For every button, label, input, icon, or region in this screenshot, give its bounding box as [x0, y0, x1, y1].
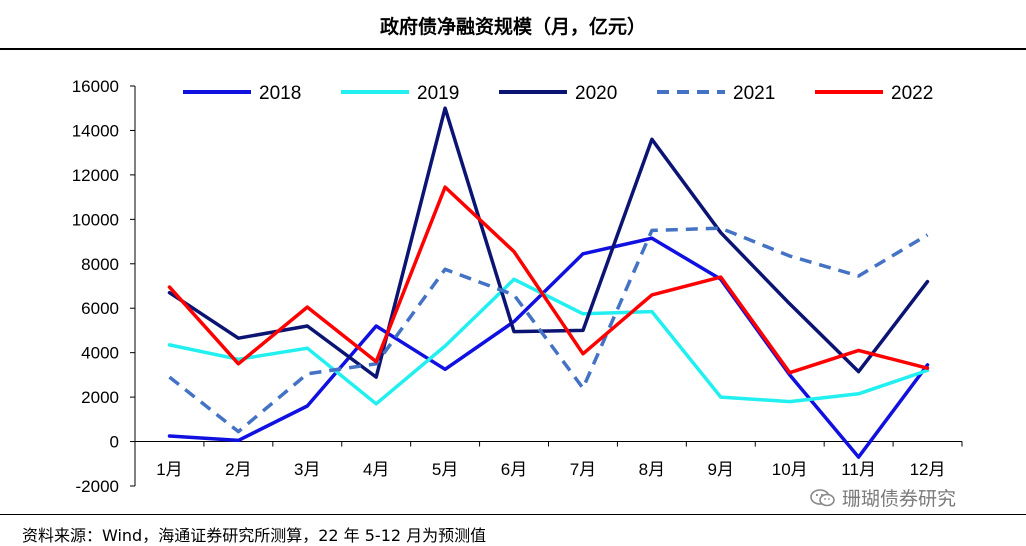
chart-legend: 2018 2019 2020 2021 2022	[183, 83, 933, 104]
series-line-2022	[167, 185, 930, 375]
title-divider	[0, 48, 1026, 50]
series-line-2020	[167, 106, 930, 379]
chart-series	[167, 106, 930, 459]
footer-divider	[0, 514, 1026, 515]
legend-label-2019: 2019	[417, 83, 459, 104]
watermark: 珊瑚债券研究	[810, 484, 956, 511]
y-tick-label: 6000	[81, 299, 119, 318]
chart-axes: -2000 0 2000 4000 6000 8000 10000 12000 14000 160…	[72, 77, 963, 496]
series-line-2018	[167, 236, 930, 459]
x-tick-label: 4月	[363, 460, 389, 479]
x-tick-label: 7月	[570, 460, 596, 479]
series-line-2021	[168, 226, 929, 434]
y-tick-label: -2000	[76, 477, 119, 496]
y-tick-label: 0	[110, 433, 119, 452]
y-tick-label: 10000	[72, 210, 119, 229]
y-tick-label: 2000	[81, 388, 119, 407]
x-tick-label: 1月	[156, 460, 182, 479]
y-tick-label: 16000	[72, 77, 119, 96]
y-tick-label: 14000	[72, 121, 119, 140]
y-tick-label: 12000	[72, 166, 119, 185]
x-tick-label: 6月	[501, 460, 527, 479]
x-tick-label: 2月	[225, 460, 251, 479]
x-tick-label: 8月	[639, 460, 665, 479]
chart-title: 政府债净融资规模（月，亿元）	[379, 16, 646, 38]
x-tick-label: 12月	[910, 460, 946, 479]
wechat-icon	[810, 488, 835, 506]
source-note: 资料来源：Wind，海通证券研究所测算，22 年 5-12 月为预测值	[22, 526, 487, 545]
y-tick-label: 8000	[81, 255, 119, 274]
x-tick-label: 5月	[432, 460, 458, 479]
y-tick-label: 4000	[81, 344, 119, 363]
legend-label-2021: 2021	[733, 83, 775, 104]
legend-label-2020: 2020	[575, 83, 617, 104]
x-tick-label: 11月	[841, 460, 876, 479]
legend-label-2018: 2018	[259, 83, 301, 104]
x-tick-label: 10月	[772, 460, 808, 479]
watermark-text: 珊瑚债券研究	[842, 488, 957, 510]
x-tick-label: 3月	[294, 460, 320, 479]
series-line-2019	[167, 277, 930, 406]
legend-label-2022: 2022	[891, 83, 933, 104]
x-tick-label: 9月	[708, 460, 734, 479]
